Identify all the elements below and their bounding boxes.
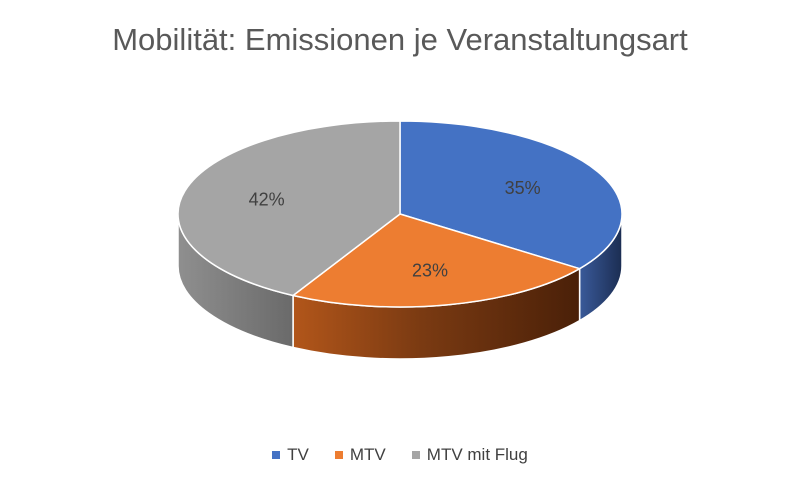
legend-item-mtv: MTV xyxy=(334,445,386,465)
legend: TV MTV MTV mit Flug xyxy=(0,445,800,465)
chart-title: Mobilität: Emissionen je Veranstaltungsa… xyxy=(112,22,688,57)
legend-label: MTV xyxy=(349,445,386,464)
legend-swatch xyxy=(272,451,281,459)
legend-swatch xyxy=(411,451,420,459)
legend-item-mtv-mit-flug: MTV mit Flug xyxy=(411,445,528,465)
legend-swatch xyxy=(334,451,343,459)
pie-slice-tv xyxy=(399,120,623,270)
legend-label: TV xyxy=(287,445,309,464)
legend-item-tv: TV xyxy=(272,445,309,465)
data-label-mtv: 23% xyxy=(412,260,448,280)
legend-label: MTV mit Flug xyxy=(426,445,528,464)
pie-slice-mtv-mit-flug xyxy=(177,120,401,297)
data-label-mtv-mit-flug: 42% xyxy=(249,190,285,210)
pie-slice-mtv xyxy=(292,213,581,308)
data-label-tv: 35% xyxy=(505,178,541,198)
